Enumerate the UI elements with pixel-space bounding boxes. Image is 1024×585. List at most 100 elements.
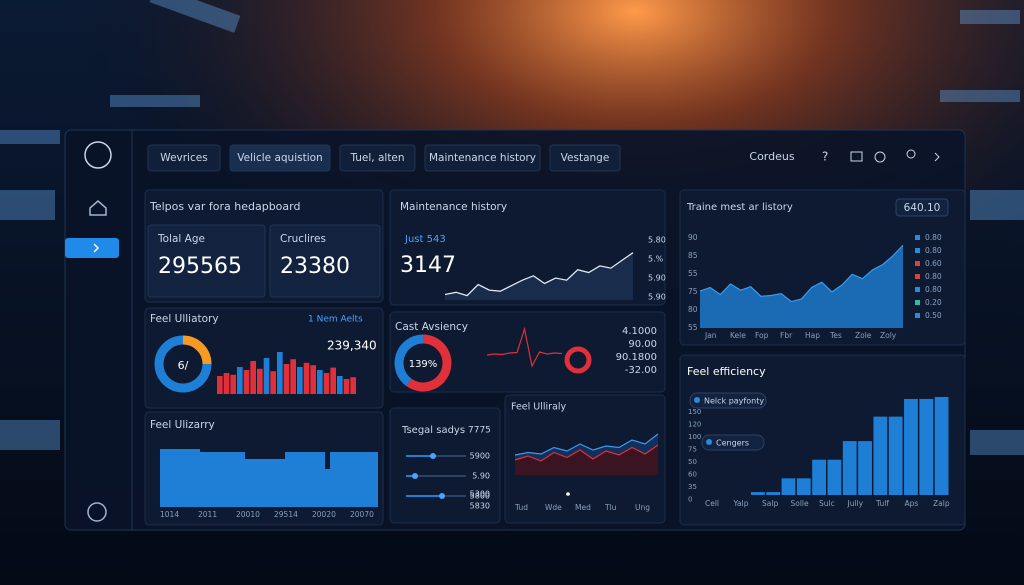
- axis-label: Wde: [545, 503, 562, 512]
- panel-title: Feel Ulliraly: [511, 402, 567, 413]
- bar: [317, 370, 323, 394]
- legend-swatch: [915, 300, 920, 305]
- chip-label[interactable]: Cengers: [716, 439, 749, 448]
- axis-label: 55: [688, 323, 698, 332]
- axis-label: Kele: [730, 331, 746, 340]
- axis-label: 5.90: [648, 293, 666, 302]
- stat-value: 239,340: [327, 339, 377, 353]
- stat-card: [147, 224, 266, 298]
- stat-value: -32.00: [625, 365, 657, 376]
- axis-label: 100: [688, 433, 701, 441]
- panel-title: Feel Ulizarry: [150, 419, 215, 431]
- bar: [350, 377, 356, 394]
- nav-tab-label[interactable]: Wevrices: [160, 152, 207, 164]
- nav-tab-label[interactable]: Vestange: [561, 152, 610, 164]
- nav-tab[interactable]: [229, 144, 331, 172]
- axis-label: Zalp: [933, 499, 950, 508]
- chip-label[interactable]: Nelck payfonty: [704, 397, 764, 406]
- stat-value: 90.00: [628, 339, 657, 350]
- home-icon[interactable]: [89, 200, 107, 216]
- stat-value: 3147: [400, 253, 456, 278]
- donut-label: 6/: [178, 359, 189, 372]
- nav-tab-label[interactable]: Velicle aquistion: [237, 152, 322, 164]
- chip[interactable]: [701, 434, 765, 451]
- donut-segment: [154, 335, 212, 393]
- panel-link[interactable]: 1 Nem Aelts: [308, 315, 363, 325]
- panel-title: Tsegal sadys: [401, 425, 465, 436]
- legend-swatch: [915, 261, 920, 266]
- chip[interactable]: [689, 392, 767, 409]
- donut-segment: [182, 335, 212, 365]
- axis-label: 20020: [312, 510, 336, 519]
- bar: [812, 459, 826, 495]
- stat-value: 7775: [468, 426, 491, 436]
- block: [330, 452, 378, 507]
- stat-value: 90.1800: [616, 352, 657, 363]
- bar: [796, 478, 811, 495]
- block: [245, 459, 285, 507]
- slider-knob[interactable]: [430, 453, 436, 459]
- help-icon[interactable]: ?: [822, 150, 828, 164]
- axis-label: 1014: [160, 510, 179, 519]
- bar: [243, 370, 250, 394]
- slider-label: 5.90: [472, 472, 490, 481]
- light-streaks: [0, 0, 1024, 455]
- bar: [303, 362, 310, 394]
- nav-tab[interactable]: [147, 144, 221, 172]
- logo-icon[interactable]: [84, 141, 112, 169]
- panel: [389, 407, 501, 524]
- nav-tab[interactable]: [339, 144, 416, 172]
- axis-label: Hap: [805, 331, 820, 340]
- bar: [904, 398, 918, 495]
- next-icon[interactable]: [934, 152, 940, 162]
- bar: [323, 373, 330, 394]
- badge-value: 640.10: [904, 202, 941, 214]
- slider-knob[interactable]: [412, 473, 418, 479]
- panel-title: Feel Ulliatory: [150, 313, 219, 325]
- settings-icon[interactable]: [87, 502, 107, 522]
- line: [699, 244, 904, 303]
- slider-label: 5300: [470, 490, 490, 499]
- bar: [888, 416, 903, 495]
- account-name[interactable]: Cordeus: [749, 150, 794, 163]
- line: [514, 433, 659, 456]
- legend-swatch: [915, 274, 920, 279]
- axis-label: 75: [688, 446, 697, 454]
- bar: [270, 371, 276, 394]
- stat-value: 4.1000: [622, 326, 657, 337]
- nav-tab[interactable]: [424, 144, 541, 172]
- axis-label: 29514: [274, 510, 298, 519]
- bar: [934, 397, 949, 495]
- panel-title: Feel efficiency: [687, 365, 766, 378]
- axis-label: 75: [688, 287, 698, 296]
- bar: [290, 359, 296, 394]
- legend-label: 0.60: [925, 259, 942, 268]
- bar: [310, 365, 316, 394]
- axis-label: 80: [688, 305, 698, 314]
- nav-tab[interactable]: [549, 144, 621, 172]
- axis-label: Med: [575, 503, 591, 512]
- axis-label: 5.%: [648, 255, 664, 264]
- stat-label: Just 543: [404, 234, 446, 245]
- block: [200, 452, 245, 507]
- bar: [283, 364, 290, 394]
- axis-label: 5.80: [648, 236, 666, 245]
- stat-label: Tolal Age: [157, 233, 205, 245]
- axis-label: 20070: [350, 510, 374, 519]
- bar: [337, 376, 343, 394]
- nav-tab-label[interactable]: Maintenance history: [429, 152, 536, 164]
- slider-knob[interactable]: [439, 493, 445, 499]
- inbox-icon[interactable]: [850, 151, 863, 162]
- legend-swatch: [915, 248, 920, 253]
- user-icon[interactable]: [906, 149, 916, 159]
- stat-value: 23380: [280, 254, 350, 279]
- axis-label: 5.90: [648, 274, 666, 283]
- chip-dot: [706, 439, 712, 445]
- bar: [257, 368, 263, 394]
- bell-icon[interactable]: [874, 151, 886, 163]
- axis-label: Ung: [635, 503, 650, 512]
- chip-dot: [694, 397, 700, 403]
- nav-tab-label[interactable]: Tuel, alten: [349, 152, 404, 164]
- panel-title: Cast Avsiency: [395, 321, 468, 333]
- sidebar-active-item[interactable]: [65, 238, 119, 258]
